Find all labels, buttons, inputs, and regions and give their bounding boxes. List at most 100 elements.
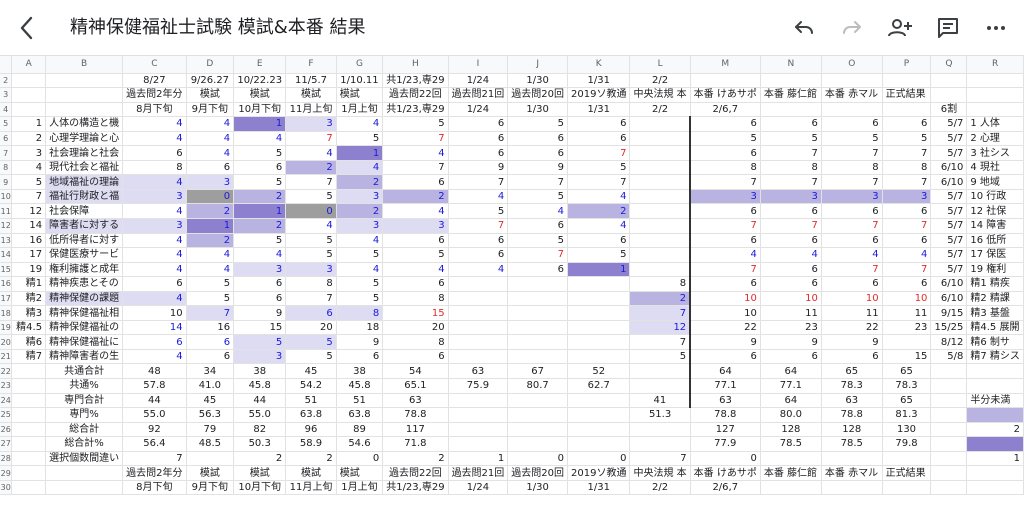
cell-l[interactable]: 5 bbox=[629, 349, 692, 365]
cell-c[interactable]: 8月下旬 bbox=[122, 480, 187, 496]
cell-f[interactable]: 8 bbox=[285, 276, 337, 292]
more-icon[interactable] bbox=[982, 14, 1010, 42]
cell-g[interactable]: 4 bbox=[336, 160, 384, 176]
cell-k[interactable] bbox=[567, 422, 631, 438]
cell-m[interactable]: 77.1 bbox=[690, 378, 761, 394]
cell-c[interactable]: 6 bbox=[122, 145, 187, 161]
cell-a[interactable] bbox=[11, 407, 47, 423]
cell-j[interactable] bbox=[507, 276, 569, 292]
cell-q[interactable]: 8/12 bbox=[930, 334, 968, 350]
cell-d[interactable]: 9月下旬 bbox=[186, 102, 235, 118]
cell-r[interactable]: 精2 精課 bbox=[966, 291, 1024, 307]
cell-l[interactable] bbox=[629, 422, 691, 438]
cell-l[interactable] bbox=[629, 189, 692, 205]
cell-f[interactable]: 51 bbox=[285, 393, 337, 409]
cell-q[interactable] bbox=[930, 87, 968, 103]
cell-c[interactable]: 44 bbox=[122, 393, 187, 409]
cell-c[interactable]: 8月下旬 bbox=[122, 102, 187, 118]
column-header-o[interactable]: O bbox=[821, 56, 883, 74]
cell-k[interactable]: 52 bbox=[567, 363, 631, 379]
cell-n[interactable]: 64 bbox=[760, 363, 822, 379]
cell-j[interactable]: 0 bbox=[507, 451, 569, 467]
cell-g[interactable]: 1 bbox=[336, 145, 384, 161]
cell-k[interactable]: 62.7 bbox=[567, 378, 631, 394]
cell-f[interactable]: 4 bbox=[285, 145, 337, 161]
cell-q[interactable] bbox=[930, 451, 968, 467]
cell-k[interactable]: 5 bbox=[567, 160, 631, 176]
cell-c[interactable]: 4 bbox=[122, 131, 187, 147]
cell-j[interactable]: 過去問20回 bbox=[507, 87, 569, 103]
cell-a[interactable]: 精2 bbox=[11, 291, 47, 307]
cell-q[interactable] bbox=[930, 363, 968, 379]
cell-o[interactable]: 6 bbox=[821, 349, 883, 365]
cell-g[interactable]: 18 bbox=[336, 320, 384, 336]
cell-i[interactable] bbox=[448, 393, 509, 409]
cell-l[interactable] bbox=[629, 233, 692, 249]
cell-q[interactable] bbox=[930, 393, 968, 409]
cell-h[interactable]: 共1/23,専29 bbox=[382, 73, 449, 89]
cell-e[interactable]: 6 bbox=[233, 291, 287, 307]
cell-l[interactable]: 12 bbox=[629, 320, 692, 336]
row-header[interactable]: 6 bbox=[0, 131, 13, 147]
cell-g[interactable]: 38 bbox=[336, 363, 384, 379]
cell-j[interactable]: 7 bbox=[507, 174, 569, 190]
row-header[interactable]: 18 bbox=[0, 305, 13, 321]
cell-d[interactable]: 1 bbox=[186, 218, 235, 234]
cell-r[interactable]: 10 行政 bbox=[966, 189, 1024, 205]
cell-q[interactable] bbox=[930, 465, 968, 481]
cell-g[interactable]: 6 bbox=[336, 349, 384, 365]
cell-j[interactable]: 過去問20回 bbox=[507, 465, 569, 481]
cell-h[interactable]: 3 bbox=[382, 218, 449, 234]
cell-g[interactable]: 模試 bbox=[336, 87, 384, 103]
cell-d[interactable]: 2 bbox=[186, 203, 235, 219]
cell-l[interactable] bbox=[629, 218, 692, 234]
cell-e[interactable]: 模試 bbox=[233, 87, 287, 103]
cell-j[interactable]: 1/30 bbox=[507, 102, 569, 118]
cell-e[interactable]: 10/22.23 bbox=[233, 73, 287, 89]
cell-f[interactable]: 模試 bbox=[285, 87, 337, 103]
cell-b[interactable]: 総合計% bbox=[45, 436, 124, 452]
cell-o[interactable]: 6 bbox=[821, 276, 883, 292]
cell-f[interactable]: 7 bbox=[285, 291, 337, 307]
cell-o[interactable] bbox=[821, 451, 883, 467]
cell-h[interactable]: 2 bbox=[382, 451, 449, 467]
cell-i[interactable]: 75.9 bbox=[448, 378, 509, 394]
cell-j[interactable]: 6 bbox=[507, 218, 569, 234]
cell-i[interactable]: 7 bbox=[448, 218, 509, 234]
cell-a[interactable] bbox=[11, 480, 47, 496]
cell-d[interactable]: 48.5 bbox=[186, 436, 235, 452]
cell-e[interactable]: 1 bbox=[233, 203, 287, 219]
cell-g[interactable]: 8 bbox=[336, 305, 384, 321]
cell-m[interactable]: 127 bbox=[690, 422, 761, 438]
cell-p[interactable]: 7 bbox=[882, 145, 932, 161]
row-header[interactable]: 10 bbox=[0, 189, 13, 205]
cell-c[interactable]: 4 bbox=[122, 233, 187, 249]
cell-r[interactable]: 1 bbox=[966, 451, 1024, 467]
cell-k[interactable] bbox=[567, 436, 631, 452]
cell-n[interactable]: 3 bbox=[760, 189, 822, 205]
cell-l[interactable]: 8 bbox=[629, 276, 692, 292]
cell-r[interactable]: 精4.5 展開 bbox=[966, 320, 1024, 336]
cell-k[interactable]: 1/31 bbox=[567, 102, 631, 118]
cell-m[interactable]: 5 bbox=[690, 131, 761, 147]
cell-d[interactable]: 9/26.27 bbox=[186, 73, 235, 89]
cell-d[interactable]: 5 bbox=[186, 291, 235, 307]
cell-f[interactable]: 5 bbox=[285, 233, 337, 249]
cell-l[interactable] bbox=[629, 363, 692, 379]
cell-i[interactable] bbox=[448, 349, 509, 365]
row-header[interactable]: 29 bbox=[0, 465, 13, 481]
cell-i[interactable] bbox=[448, 436, 509, 452]
cell-r[interactable]: 12 社保 bbox=[966, 203, 1024, 219]
cell-e[interactable]: 45.8 bbox=[233, 378, 287, 394]
cell-m[interactable]: 10 bbox=[690, 291, 761, 307]
cell-c[interactable]: 48 bbox=[122, 363, 187, 379]
row-header[interactable]: 7 bbox=[0, 145, 13, 161]
cell-h[interactable]: 7 bbox=[382, 131, 449, 147]
cell-m[interactable]: 6 bbox=[690, 349, 761, 365]
cell-k[interactable]: 1/31 bbox=[567, 480, 631, 496]
cell-q[interactable]: 5/7 bbox=[930, 189, 968, 205]
cell-h[interactable]: 15 bbox=[382, 305, 449, 321]
cell-n[interactable]: 7 bbox=[760, 218, 822, 234]
cell-q[interactable]: 5/7 bbox=[930, 145, 968, 161]
cell-j[interactable] bbox=[507, 422, 569, 438]
